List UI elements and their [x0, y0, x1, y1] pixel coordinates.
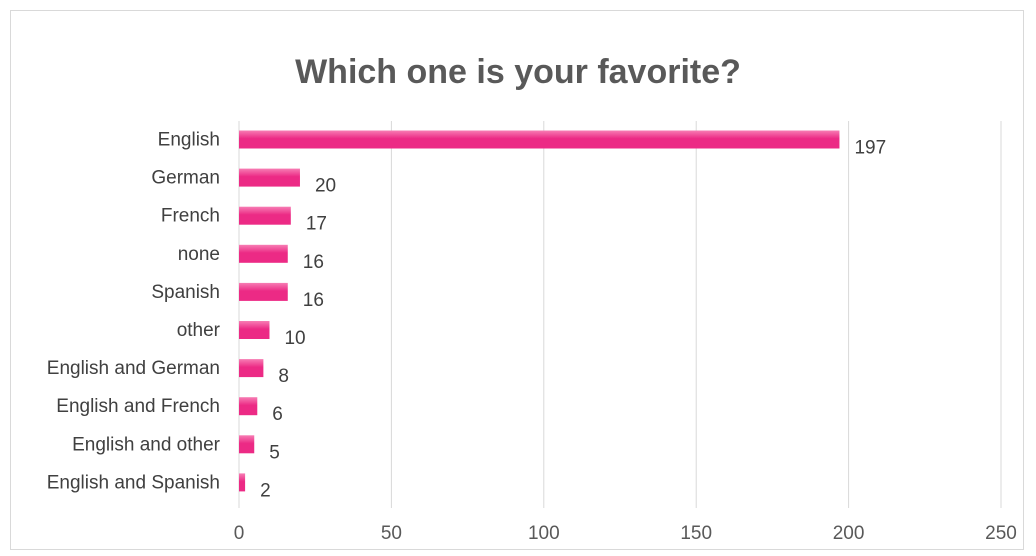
data-label: 197 [854, 138, 886, 159]
chart-title: Which one is your favorite? [295, 53, 741, 91]
category-label: English and German [47, 358, 220, 379]
data-label: 2 [260, 480, 271, 501]
data-label: 8 [278, 366, 289, 387]
bar [239, 206, 291, 225]
gridlines [238, 121, 1002, 508]
data-label: 5 [269, 442, 280, 463]
category-label: English and Spanish [47, 472, 220, 493]
category-label: English and French [56, 396, 220, 417]
category-label: German [151, 168, 220, 189]
data-label: 10 [284, 328, 305, 349]
chart-area: Which one is your favorite? English Germa… [10, 10, 1024, 550]
x-tick-label: 50 [381, 523, 402, 544]
bar [239, 244, 288, 263]
data-label: 16 [303, 290, 324, 311]
category-label: other [177, 320, 221, 341]
category-label: Spanish [151, 282, 220, 303]
bar [239, 473, 246, 492]
data-label: 17 [306, 214, 327, 235]
x-tick-label: 150 [680, 523, 712, 544]
data-label: 20 [315, 176, 336, 197]
x-tick-label: 200 [833, 523, 865, 544]
x-tick-label: 100 [528, 523, 560, 544]
category-label: English and other [72, 434, 221, 455]
data-labels: 197 20 17 16 16 10 8 6 5 2 [260, 138, 886, 502]
data-label: 16 [303, 252, 324, 273]
bar [239, 130, 840, 149]
category-label: none [178, 244, 220, 265]
category-label: French [161, 206, 220, 227]
x-tick-label: 0 [234, 523, 245, 544]
bar [239, 282, 288, 301]
category-label: English [158, 130, 220, 151]
bar-chart: Which one is your favorite? English Germa… [47, 53, 1017, 544]
x-tick-label: 250 [985, 523, 1017, 544]
bars [239, 130, 840, 492]
bar [239, 359, 264, 378]
bar [239, 321, 270, 339]
data-label: 6 [272, 404, 283, 425]
category-labels: English German French none Spanish other Engli… [47, 130, 221, 494]
bar [239, 168, 300, 187]
bar [239, 397, 258, 416]
bar [239, 435, 255, 454]
x-axis-ticks: 0 50 100 150 200 250 [234, 523, 1017, 544]
